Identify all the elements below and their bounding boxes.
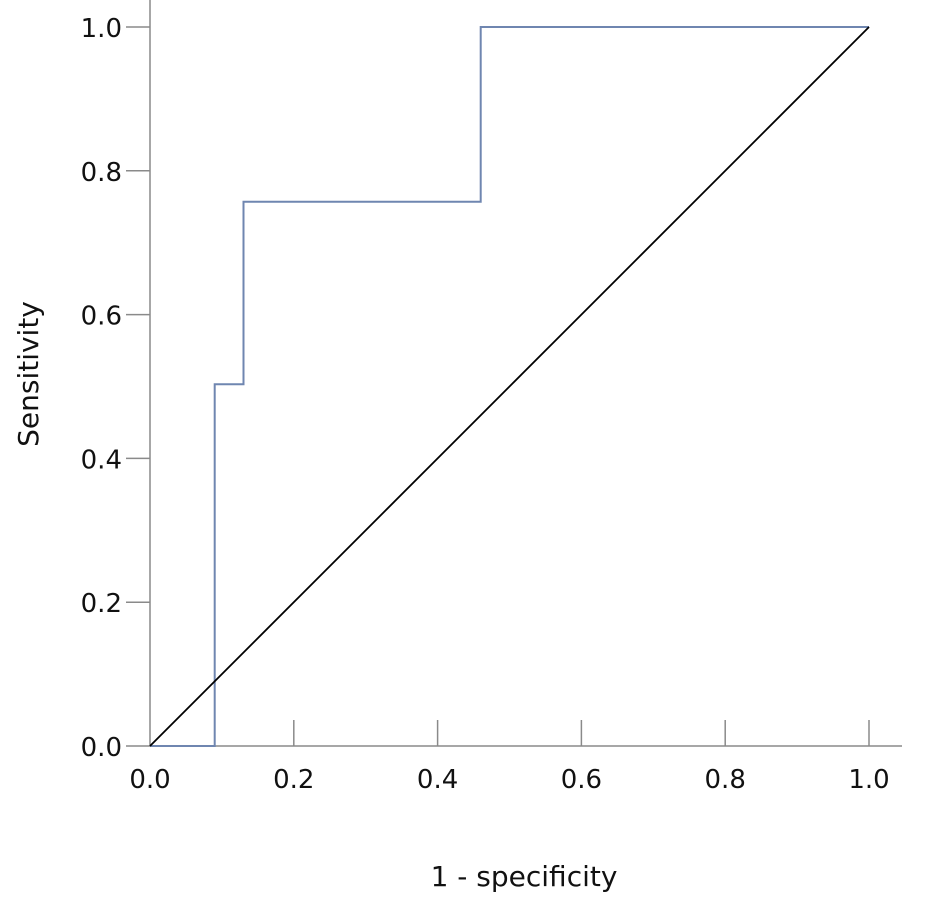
y-tick-label: 0.8 (81, 158, 122, 188)
x-axis-title: 1 - specificity (431, 860, 618, 893)
x-tick-label: 1.0 (848, 765, 889, 795)
y-axis-title: Sensitivity (12, 301, 45, 447)
y-tick-label: 0.0 (81, 733, 122, 763)
x-ticks: 0.0 0.2 0.4 0.6 0.8 1.0 (129, 720, 890, 795)
y-tick-label: 0.4 (81, 445, 122, 475)
y-tick-label: 0.6 (81, 302, 122, 332)
y-tick-label: 1.0 (81, 14, 122, 44)
x-tick-label: 0.8 (705, 765, 746, 795)
series-layer (149, 26, 870, 747)
x-tick-label: 0.4 (417, 765, 458, 795)
roc-curve-line (150, 26, 869, 747)
x-tick-label: 0.2 (273, 765, 314, 795)
axes (149, 0, 902, 747)
y-ticks: 0.0 0.2 0.4 0.6 0.8 1.0 (81, 14, 150, 763)
x-tick-label: 0.6 (561, 765, 602, 795)
reference-diagonal-line (149, 26, 870, 747)
x-tick-label: 0.0 (129, 765, 170, 795)
y-tick-label: 0.2 (81, 589, 122, 619)
